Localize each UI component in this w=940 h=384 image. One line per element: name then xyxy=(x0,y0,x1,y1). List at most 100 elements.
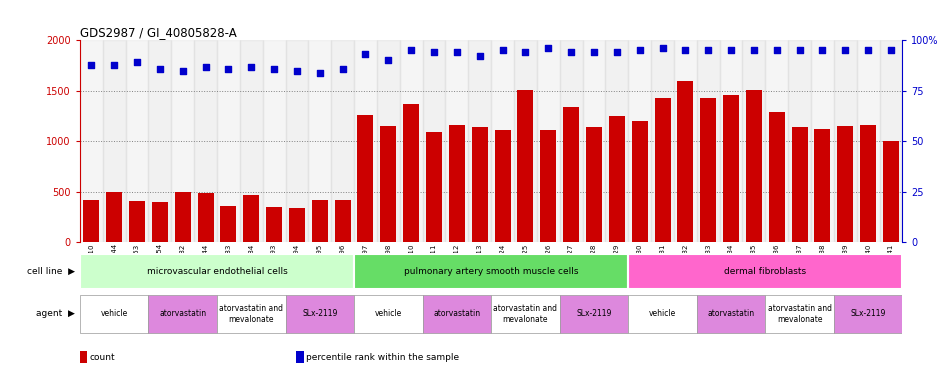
Point xyxy=(152,65,167,71)
Text: GDS2987 / GI_40805828-A: GDS2987 / GI_40805828-A xyxy=(80,26,237,39)
Point xyxy=(449,49,464,55)
Point xyxy=(175,68,190,74)
Bar xyxy=(80,254,354,289)
Bar xyxy=(403,104,419,242)
Bar xyxy=(449,125,465,242)
Bar xyxy=(765,295,834,333)
Bar xyxy=(400,40,423,242)
Point xyxy=(312,70,327,76)
Bar xyxy=(129,200,145,242)
Point xyxy=(609,49,624,55)
Bar xyxy=(491,40,514,242)
Bar xyxy=(678,81,694,242)
Bar xyxy=(746,90,762,242)
Point xyxy=(655,45,670,51)
Bar xyxy=(654,98,670,242)
Bar xyxy=(834,295,902,333)
Bar xyxy=(628,254,902,289)
Bar xyxy=(651,40,674,242)
Bar xyxy=(563,108,579,242)
Bar xyxy=(335,200,351,242)
Bar xyxy=(171,40,195,242)
Text: SLx-2119: SLx-2119 xyxy=(576,310,612,318)
Point xyxy=(84,61,99,68)
Bar xyxy=(814,129,830,242)
Bar xyxy=(700,98,716,242)
Bar xyxy=(195,40,217,242)
Point xyxy=(472,53,487,60)
Bar xyxy=(426,132,442,242)
Text: vehicle: vehicle xyxy=(649,310,676,318)
Text: pulmonary artery smooth muscle cells: pulmonary artery smooth muscle cells xyxy=(404,267,578,276)
Bar xyxy=(723,95,739,242)
Bar xyxy=(834,40,856,242)
Bar xyxy=(559,40,583,242)
Text: microvascular endothelial cells: microvascular endothelial cells xyxy=(147,267,288,276)
Bar xyxy=(494,130,510,242)
Bar xyxy=(149,40,171,242)
Bar xyxy=(769,113,785,242)
Point xyxy=(243,63,258,70)
Bar xyxy=(175,192,191,242)
Bar xyxy=(697,295,765,333)
Bar xyxy=(80,40,102,242)
Bar xyxy=(860,125,876,242)
Point xyxy=(290,68,305,74)
Text: dermal fibroblasts: dermal fibroblasts xyxy=(724,267,807,276)
Bar xyxy=(126,40,149,242)
Bar xyxy=(537,40,559,242)
Point xyxy=(198,63,213,70)
Bar xyxy=(765,40,788,242)
Point xyxy=(106,61,121,68)
Point xyxy=(427,49,442,55)
Text: atorvastatin: atorvastatin xyxy=(159,310,206,318)
Text: percentile rank within the sample: percentile rank within the sample xyxy=(306,353,459,362)
Bar xyxy=(811,40,834,242)
Bar xyxy=(217,295,286,333)
Bar xyxy=(791,127,807,242)
Point xyxy=(746,47,761,53)
Bar xyxy=(84,200,100,242)
Bar xyxy=(586,127,602,242)
Text: vehicle: vehicle xyxy=(101,310,128,318)
Bar xyxy=(106,192,122,242)
Point xyxy=(838,47,853,53)
Point xyxy=(861,47,876,53)
Bar xyxy=(354,40,377,242)
Point xyxy=(221,65,236,71)
Text: atorvastatin and
mevalonate: atorvastatin and mevalonate xyxy=(768,304,832,324)
Bar xyxy=(377,40,399,242)
Bar xyxy=(266,207,282,242)
Text: atorvastatin: atorvastatin xyxy=(433,310,480,318)
Point xyxy=(700,47,715,53)
Bar xyxy=(583,40,605,242)
Bar xyxy=(149,295,217,333)
Point xyxy=(358,51,373,58)
Bar xyxy=(788,40,811,242)
Bar xyxy=(838,126,854,242)
Text: atorvastatin and
mevalonate: atorvastatin and mevalonate xyxy=(219,304,283,324)
Bar xyxy=(674,40,697,242)
Bar xyxy=(514,40,537,242)
Bar xyxy=(243,195,259,242)
Point xyxy=(678,47,693,53)
Point xyxy=(587,49,602,55)
Point xyxy=(130,60,145,66)
Bar xyxy=(152,202,168,242)
Point xyxy=(792,47,807,53)
Bar xyxy=(102,40,126,242)
Point xyxy=(540,45,556,51)
Point xyxy=(403,47,418,53)
Bar xyxy=(381,126,397,242)
Bar xyxy=(80,295,149,333)
Bar xyxy=(472,126,488,242)
Bar xyxy=(632,121,648,242)
Bar xyxy=(308,40,331,242)
Point xyxy=(724,47,739,53)
Point xyxy=(336,65,351,71)
Bar xyxy=(286,40,308,242)
Bar xyxy=(423,295,491,333)
Point xyxy=(267,65,282,71)
Text: atorvastatin and
mevalonate: atorvastatin and mevalonate xyxy=(494,304,557,324)
Text: SLx-2119: SLx-2119 xyxy=(302,310,337,318)
